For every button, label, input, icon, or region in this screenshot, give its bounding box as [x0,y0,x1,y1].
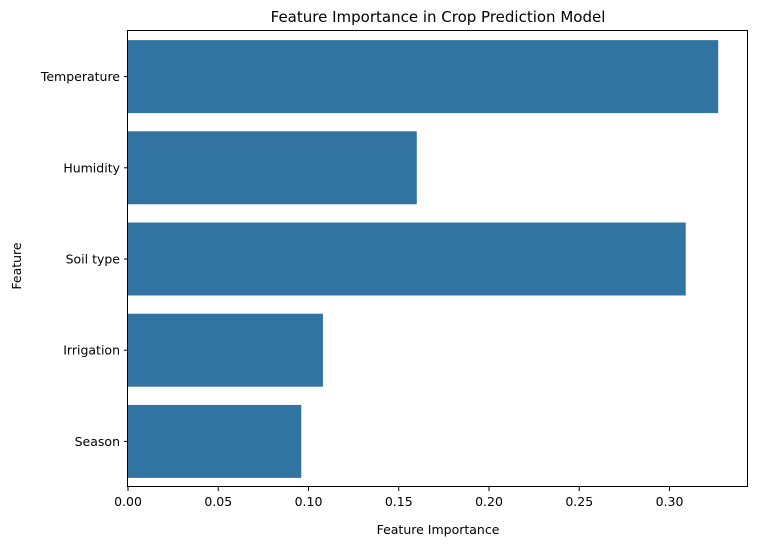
bar-temperature [128,40,719,114]
y-axis-label: Feature [9,242,24,290]
bar-soil-type [128,222,686,296]
x-tick-label: 0.10 [295,494,323,509]
x-tick-label: 0.25 [565,494,593,509]
y-tick-label: Soil type [66,252,121,267]
y-tick-label: Irrigation [63,343,120,358]
y-tick-label: Humidity [63,160,120,175]
y-tick-label: Temperature [40,69,120,84]
bar-season [128,404,302,478]
x-tick-label: 0.05 [204,494,232,509]
chart-title: Feature Importance in Crop Prediction Mo… [271,8,606,26]
x-tick-label: 0.20 [475,494,503,509]
y-tick-label: Season [75,434,120,449]
y-axis-ticks: Temperature Humidity Soil type Irrigation Se… [40,69,128,449]
x-axis-ticks: 0.00 0.05 0.10 0.15 0.20 0.25 0.30 [114,487,683,509]
x-tick-label: 0.30 [656,494,684,509]
x-tick-label: 0.15 [385,494,413,509]
x-axis-label: Feature Importance [377,522,500,537]
plot-frame [127,30,748,487]
bar-humidity [128,131,417,205]
bars-group [128,40,719,478]
x-tick-label: 0.00 [114,494,142,509]
bar-irrigation [128,313,323,387]
